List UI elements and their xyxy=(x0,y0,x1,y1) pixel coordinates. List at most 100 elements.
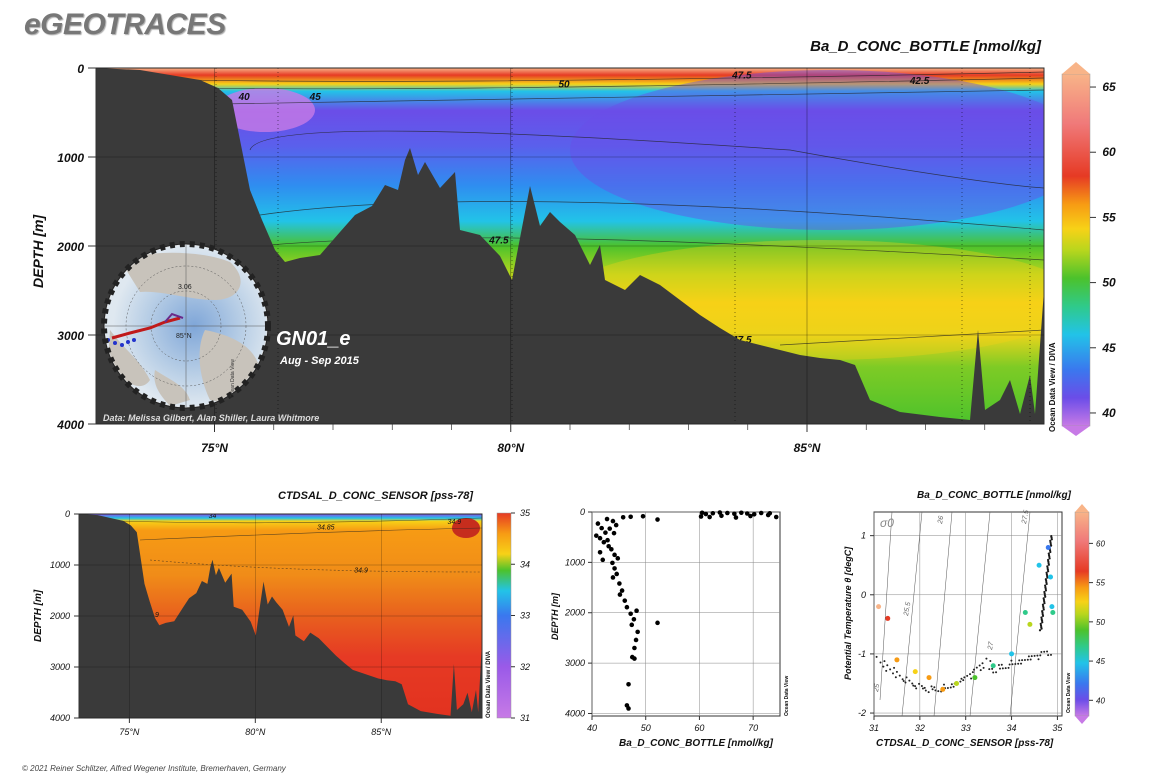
prof-x-tick-label: 40 xyxy=(587,723,597,733)
ts-isopycnal-line xyxy=(969,511,991,717)
ts-x-tick-label: 33 xyxy=(961,723,971,733)
main-y-tick-label: 2000 xyxy=(56,240,84,254)
profile-scatter-chart: 40 50 60 70 0 1000 2000 3000 4000 xyxy=(564,507,781,733)
cruise-period: Aug - Sep 2015 xyxy=(279,355,360,367)
ts-isopycnal-line xyxy=(1009,511,1031,717)
ts-background-point xyxy=(1047,552,1050,555)
profile-point xyxy=(632,656,637,661)
main-contour-label: 45 xyxy=(309,92,322,103)
ts-sample-point xyxy=(1045,544,1051,550)
ts-background-point xyxy=(1046,565,1049,568)
ts-background-point xyxy=(894,676,897,679)
profile-point xyxy=(607,526,613,531)
profile-point xyxy=(655,517,660,522)
ts-background-point xyxy=(1047,654,1050,657)
ts-background-point xyxy=(970,677,973,680)
ts-background-point xyxy=(1041,610,1044,613)
profile-point xyxy=(628,514,633,520)
ts-background-point xyxy=(912,684,915,687)
prof-y-tick-label: 4000 xyxy=(565,708,585,718)
ts-background-point xyxy=(898,674,901,677)
ts-isopycnal-line xyxy=(879,511,893,701)
ts-background-point xyxy=(1033,654,1036,657)
ts-background-point xyxy=(889,668,892,671)
ts-credit: Ocean Data View xyxy=(1066,672,1072,713)
ts-background-point xyxy=(1018,659,1021,662)
main-x-tick-label: 75°N xyxy=(201,441,228,455)
profile-point xyxy=(617,581,622,586)
ts-background-point xyxy=(991,667,994,670)
ts-diagram-chart: 25 25.5 26 27 27.5 σ0 31 32 33 34 35 -2 -1 0 1 40 45 50… xyxy=(858,504,1105,733)
ts-background-point xyxy=(1029,658,1032,661)
profile-point xyxy=(626,681,631,687)
profile-point xyxy=(597,535,603,541)
ts-background-point xyxy=(1001,667,1004,670)
ts-background-point xyxy=(1049,539,1052,542)
ts-isopycnal-label: 27.5 xyxy=(1021,510,1030,526)
profile-point xyxy=(617,592,623,597)
profile-point xyxy=(767,510,773,516)
ts-background-point xyxy=(1027,655,1030,658)
ts-colorbar-label: 60 xyxy=(1096,539,1105,548)
profile-point xyxy=(699,510,705,516)
ts-background-point xyxy=(1017,662,1020,665)
profile-point xyxy=(620,514,626,520)
ts-background-point xyxy=(882,665,885,668)
ts-background-point xyxy=(942,683,945,686)
ts-background-point xyxy=(982,666,985,669)
profile-point xyxy=(739,510,744,516)
prof-y-tick-label: 2000 xyxy=(564,608,585,618)
svg-text:85°N: 85°N xyxy=(176,332,192,340)
main-contour-label: 50 xyxy=(559,80,571,91)
sal-y-tick-label: 4000 xyxy=(50,713,70,723)
sal-contour-label: 34 xyxy=(209,513,217,520)
sal-contour-label: 34.9 xyxy=(447,519,461,526)
main-bathymetry xyxy=(96,68,1044,424)
salinity-title: CTDSAL_D_CONC_SENSOR [pss-78] xyxy=(278,490,473,502)
ts-colorbar-label: 50 xyxy=(1096,618,1105,627)
ts-colorbar-label: 55 xyxy=(1096,579,1105,588)
main-y-tick-label: 1000 xyxy=(57,151,84,165)
ts-background-point xyxy=(914,685,917,688)
main-ylabel: DEPTH [m] xyxy=(30,214,46,288)
profile-point xyxy=(593,533,599,538)
profile-point xyxy=(601,539,607,545)
ts-background-point xyxy=(975,666,978,669)
ts-background-point xyxy=(918,682,921,685)
profile-point xyxy=(635,629,640,635)
ts-isopycnal-line xyxy=(933,511,953,717)
ts-background-point xyxy=(908,679,911,682)
profile-point xyxy=(629,622,635,628)
main-colorbar-label: 60 xyxy=(1102,145,1116,159)
ts-background-point xyxy=(979,669,982,672)
ts-background-point xyxy=(915,687,918,690)
profile-point xyxy=(725,510,730,516)
profile-point xyxy=(610,575,616,580)
ts-background-point xyxy=(904,681,907,684)
ts-colorbar-label: 45 xyxy=(1096,657,1105,666)
ts-ylabel: Potential Temperature θ [degC] xyxy=(843,546,853,680)
ts-background-point xyxy=(1008,663,1011,666)
sal-contour-label: 34.9 xyxy=(354,568,368,575)
sal-colorbar-label: 35 xyxy=(520,508,531,518)
profile-point xyxy=(615,556,621,561)
ts-background-point xyxy=(985,657,988,660)
ts-sample-point xyxy=(1050,610,1056,616)
ts-background-point xyxy=(1007,666,1010,669)
profile-point xyxy=(595,521,601,526)
ts-background-point xyxy=(934,689,937,692)
profile-point xyxy=(707,514,712,520)
main-colorbar-label: 45 xyxy=(1101,341,1116,355)
sal-colorbar-label: 33 xyxy=(520,611,530,621)
ts-background-point xyxy=(886,664,889,667)
ts-background-point xyxy=(963,676,966,679)
main-contour-label: 47.5 xyxy=(488,235,509,246)
svg-text:Ocean Data View: Ocean Data View xyxy=(230,359,236,398)
ts-background-point xyxy=(893,666,896,669)
sal-colorbar-label: 34 xyxy=(520,559,530,569)
main-colorbar-label: 50 xyxy=(1102,276,1116,290)
main-colorbar-label: 55 xyxy=(1102,210,1116,224)
ts-x-tick-label: 32 xyxy=(915,723,925,733)
ts-isopycnal-label: 25.5 xyxy=(903,602,912,618)
salinity-ylabel: DEPTH [m] xyxy=(33,589,44,642)
